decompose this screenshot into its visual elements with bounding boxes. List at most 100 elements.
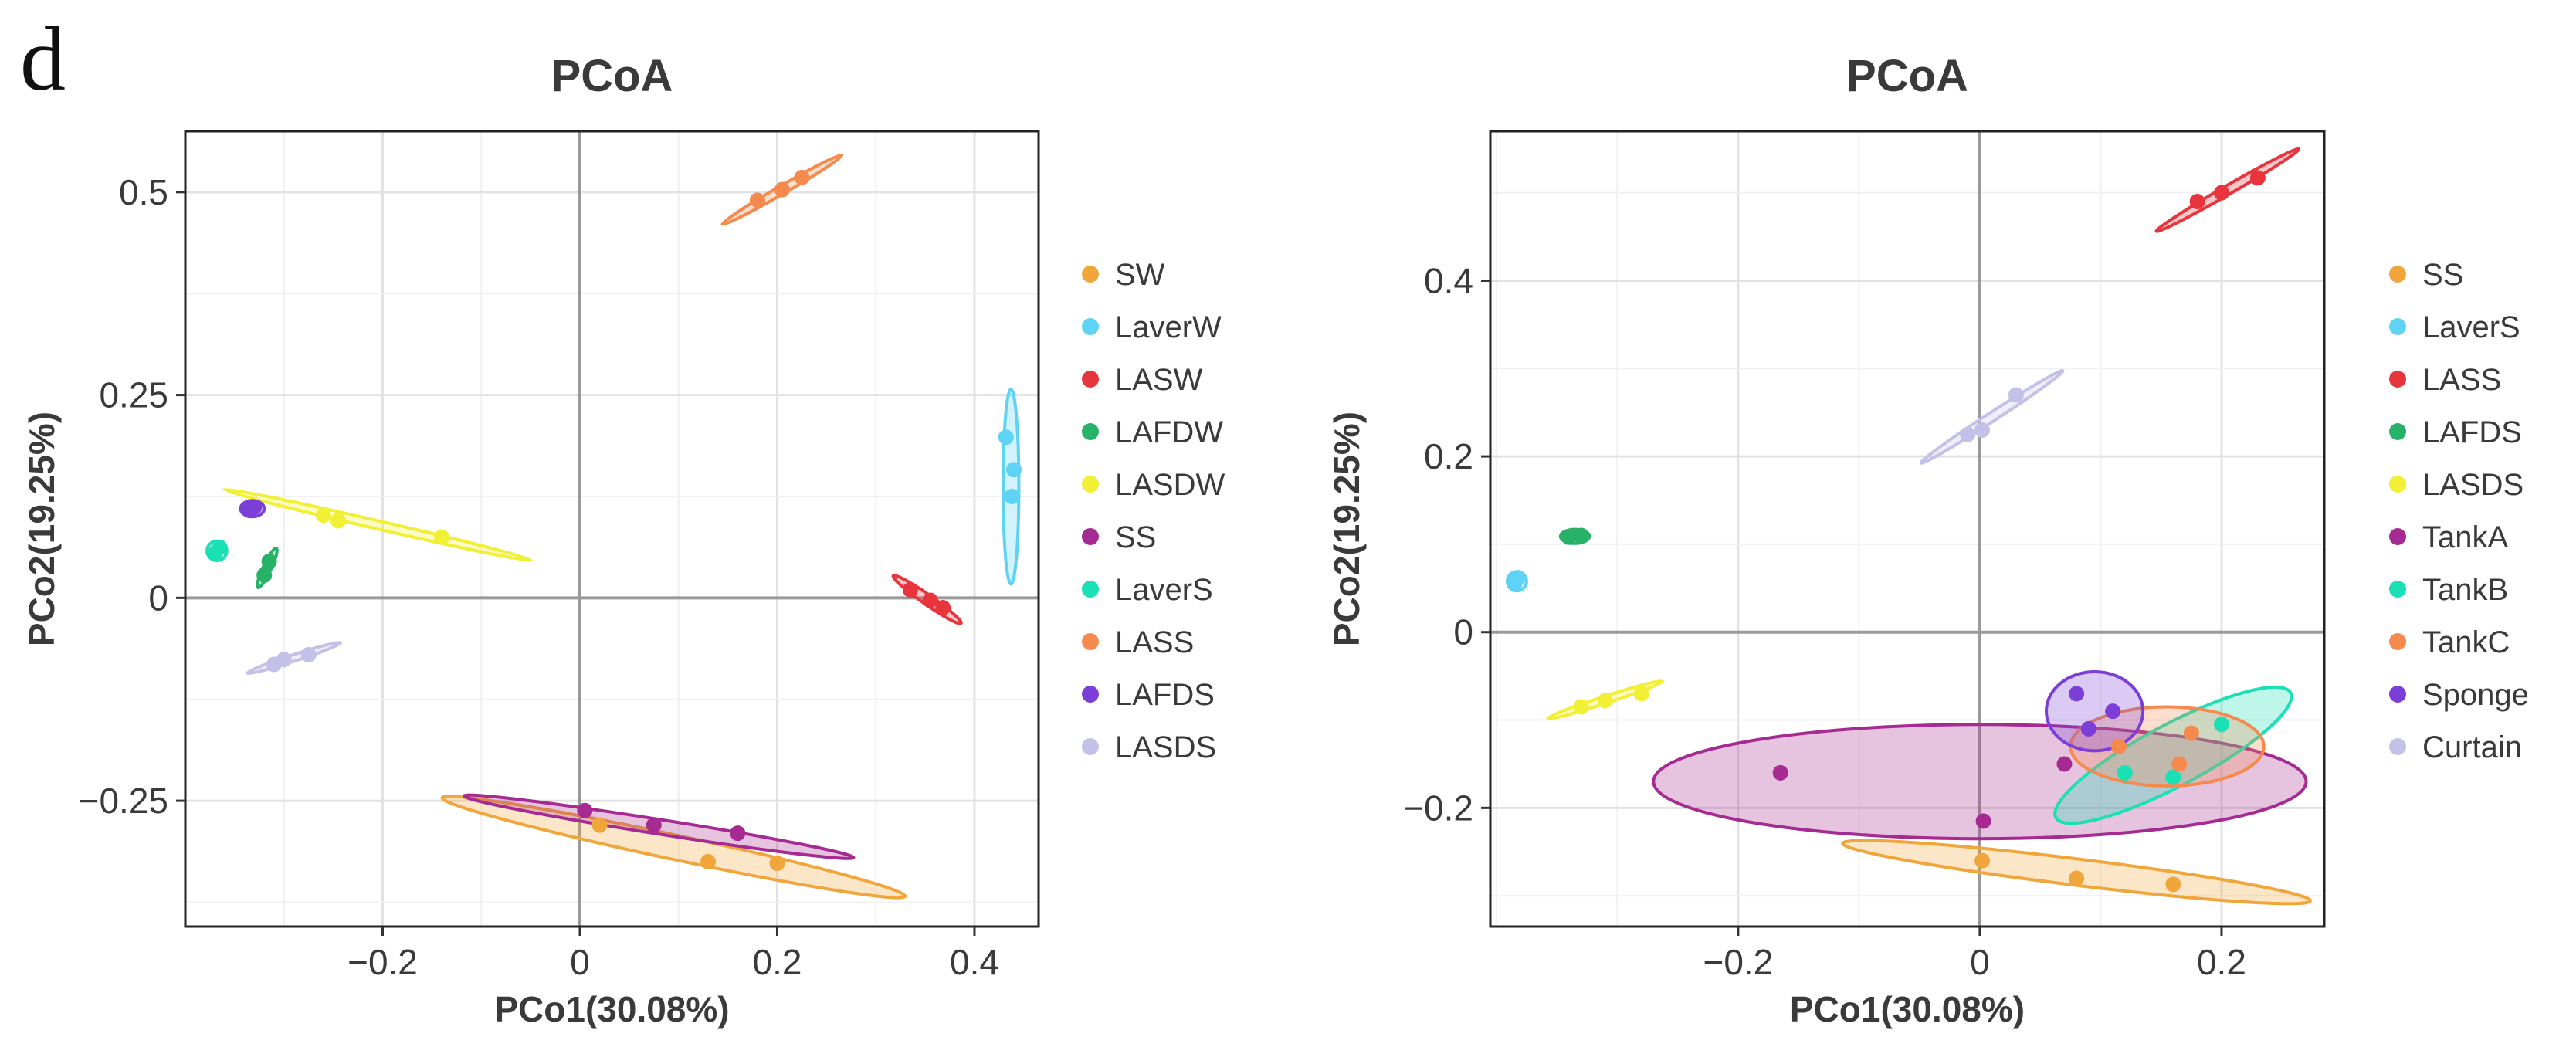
y-tick-label: 0 (148, 578, 168, 618)
legend-swatch-LaverW (1082, 318, 1099, 335)
point-SS-2 (646, 817, 662, 833)
point-TankA-3 (2056, 756, 2073, 772)
point-TankA-2 (1975, 813, 1991, 829)
point-TankA-1 (1772, 764, 1788, 781)
y-tick-label: 0.5 (119, 172, 168, 212)
point-LASW-1 (902, 581, 918, 598)
legend-swatch-TankA (2389, 528, 2406, 545)
point-Sponge-3 (2080, 720, 2096, 737)
point-LASS-3 (794, 169, 810, 185)
point-SS-1 (577, 802, 593, 818)
point-SW-3 (769, 856, 785, 872)
point-TankC-1 (2110, 738, 2127, 754)
legend-label-LASDS: LASDS (1115, 730, 1216, 764)
point-SS-2 (2069, 870, 2085, 886)
point-LASS-3 (2249, 170, 2266, 186)
legend-swatch-LaverS (1082, 581, 1099, 598)
legend: SS LaverS LASS LAFDS LASDS TankA TankB TankC Spo… (2389, 258, 2529, 764)
plot-background (185, 131, 1039, 927)
legend-label-TankA: TankA (2422, 520, 2508, 554)
point-LaverS-2 (212, 540, 228, 556)
ellipse-Curtain (1919, 369, 2065, 465)
legend-label-LASDS: LASDS (2422, 468, 2523, 502)
plot-background (1490, 131, 2324, 927)
x-axis-label: PCo1(30.08%) (1790, 989, 2025, 1029)
legend-swatch-LAFDS (2389, 423, 2406, 440)
legend-swatch-LASW (1082, 371, 1099, 388)
point-LAFDS-2 (1573, 527, 1589, 544)
chart-2: PCoA −0.2 0 0.2 −0.2 0 0.2 0.4 PCo1(30.08%) PCo2(… (1327, 51, 2529, 1029)
legend-swatch-SS (2389, 266, 2406, 283)
plot-border (184, 130, 1040, 928)
legend-swatch-Curtain (2389, 738, 2406, 755)
x-tick-label: −0.2 (1703, 942, 1773, 982)
ellipse-LASDW (222, 487, 534, 563)
legend-label-LAFDS: LAFDS (1115, 678, 1215, 712)
point-TankB-3 (2165, 769, 2181, 785)
point-LaverS-2 (1510, 570, 1526, 586)
legend-label-LASDW: LASDW (1115, 468, 1225, 502)
chart-title: PCoA (1846, 51, 1968, 101)
legend-swatch-SW (1082, 266, 1099, 283)
legend-label-Sponge: Sponge (2422, 678, 2529, 712)
point-Curtain-1 (1960, 426, 1976, 442)
plot-border (1489, 130, 2326, 928)
legend-swatch-LaverS (2389, 318, 2406, 335)
point-SS-1 (1974, 852, 1991, 869)
point-LASDW-2 (330, 513, 347, 529)
point-LaverW-1 (998, 429, 1014, 446)
point-LaverW-2 (1006, 462, 1022, 478)
x-tick-label: −0.2 (347, 942, 418, 982)
x-tick-label: 0.2 (752, 942, 802, 982)
point-LAFDS-1 (1561, 529, 1577, 545)
legend-label-SW: SW (1115, 258, 1165, 292)
legend-label-TankB: TankB (2422, 573, 2508, 607)
point-LASS-2 (774, 181, 790, 198)
legend-label-SS: SS (1115, 520, 1156, 554)
legend-label-TankC: TankC (2422, 625, 2510, 659)
chart-1: PCoA −0.2 0 0.2 0.4 −0.25 0 0.25 0.5 PCo1(30.08%)… (22, 51, 1225, 1029)
point-LASDS-3 (1633, 686, 1649, 702)
point-LASDW-3 (434, 529, 450, 545)
point-LASDS-2 (276, 652, 292, 668)
x-tick-label: 0 (570, 942, 590, 982)
point-LASDS-3 (300, 646, 317, 662)
legend-swatch-LAFDW (1082, 423, 1099, 440)
point-TankC-2 (2183, 725, 2199, 741)
point-LASDW-1 (315, 507, 331, 524)
legend-swatch-LAFDS (1082, 686, 1099, 703)
legend-label-LaverS: LaverS (2422, 310, 2520, 344)
point-TankB-2 (2117, 764, 2133, 781)
y-tick-label: 0.2 (1424, 436, 1473, 476)
ellipse-LaverW (1002, 388, 1021, 586)
legend-label-LAFDW: LAFDW (1115, 415, 1223, 449)
point-LASW-3 (935, 599, 951, 615)
ellipse-TankA (1652, 723, 2308, 841)
point-LASW-2 (922, 592, 938, 608)
legend-swatch-LASDS (2389, 476, 2406, 493)
points (1507, 170, 2266, 893)
point-SS-3 (730, 825, 746, 842)
y-tick-label: −0.25 (79, 781, 168, 821)
legend-label-Curtain: Curtain (2422, 730, 2522, 764)
y-tick-label: 0.25 (99, 375, 168, 415)
legend-label-LASW: LASW (1115, 363, 1203, 397)
legend-label-LAFDS: LAFDS (2422, 415, 2522, 449)
point-LASDS-2 (1597, 693, 1613, 709)
panel-label: d (20, 8, 66, 110)
y-axis-label: PCo2(19.25%) (1327, 412, 1367, 646)
legend-swatch-LASDW (1082, 476, 1099, 493)
point-LASS-1 (2189, 194, 2205, 210)
point-Sponge-2 (2105, 703, 2121, 720)
x-axis-label: PCo1(30.08%) (494, 989, 729, 1029)
legend-swatch-TankC (2389, 633, 2406, 650)
ellipse-SW (440, 795, 907, 900)
point-LASS-1 (749, 192, 765, 208)
ellipse-TankB (2053, 685, 2293, 825)
y-tick-label: 0.4 (1424, 260, 1473, 300)
point-TankC-3 (2171, 756, 2188, 772)
point-SW-1 (591, 817, 608, 833)
point-LASDS-1 (1573, 699, 1589, 715)
legend-label-LASS: LASS (2422, 363, 2501, 397)
